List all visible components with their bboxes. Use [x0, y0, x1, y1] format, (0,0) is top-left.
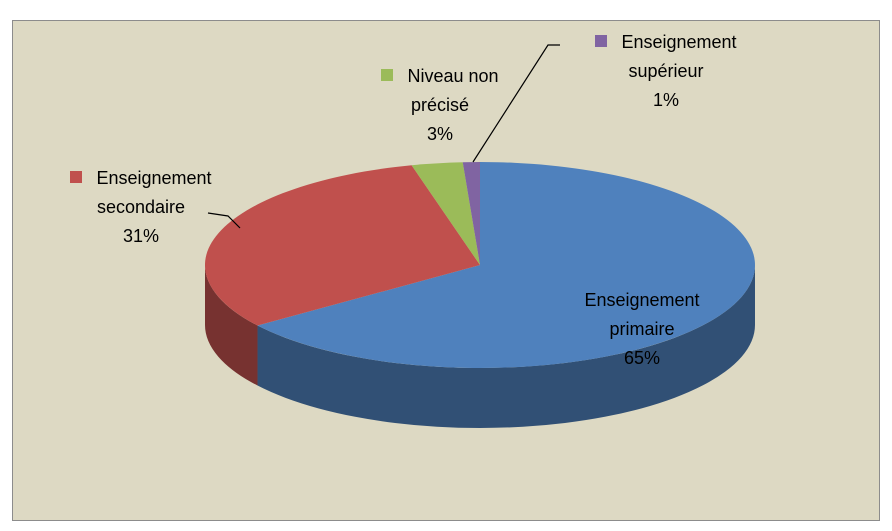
slice — [204, 165, 480, 326]
category-label: Niveau non précisé — [407, 66, 499, 115]
legend-key — [381, 69, 394, 81]
data-label: Niveau non précisé 3% — [350, 62, 530, 149]
legend-key — [70, 171, 83, 183]
value-label: 65% — [623, 348, 661, 368]
data-label: Enseignement secondaire 31% — [36, 164, 246, 251]
leader-line — [472, 44, 560, 163]
slice — [411, 162, 480, 265]
category-label: Enseignement secondaire — [96, 168, 212, 217]
value-label: 31% — [122, 226, 160, 246]
slice — [462, 162, 480, 265]
slice-side — [257, 265, 755, 428]
category-label: Enseignement supérieur — [621, 32, 737, 81]
category-label: Enseignement primaire — [584, 290, 700, 339]
legend-key — [595, 35, 608, 47]
leader-line — [207, 212, 241, 229]
data-label: Enseignement primaire 65% — [562, 286, 722, 373]
slice-side — [205, 265, 258, 386]
data-label: Enseignement supérieur 1% — [566, 28, 766, 115]
value-label: 1% — [652, 90, 679, 110]
slice — [257, 162, 755, 369]
value-label: 3% — [426, 124, 453, 144]
